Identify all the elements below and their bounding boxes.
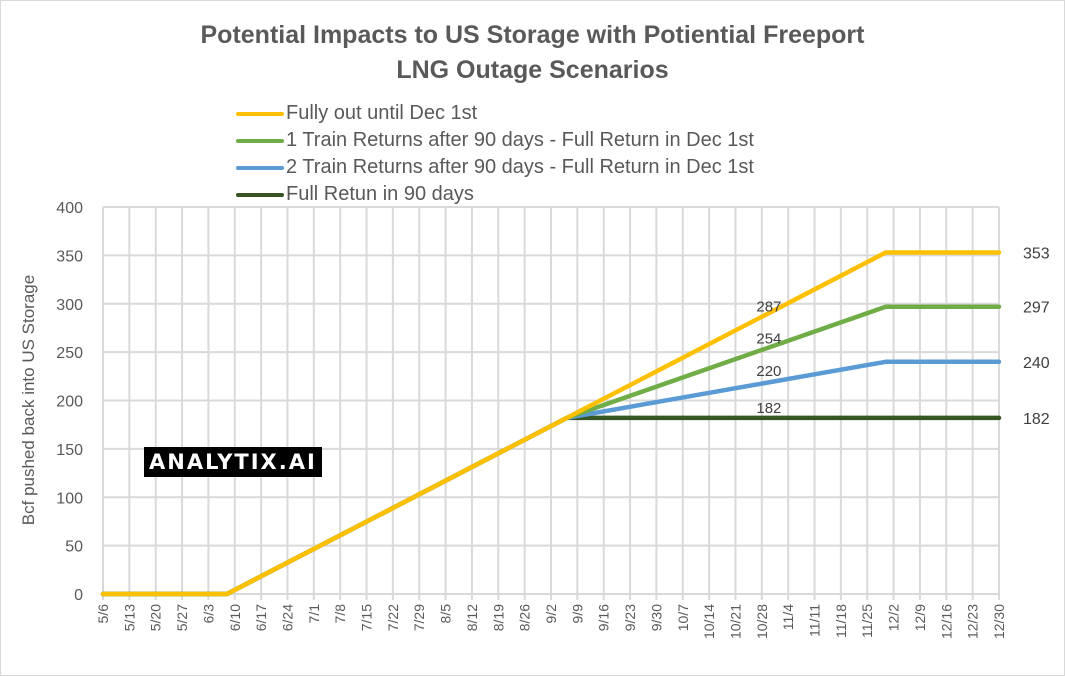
x-tick-label: 9/9 [569,604,585,624]
x-tick-label: 8/19 [490,604,506,631]
x-tick-label: 10/28 [754,604,770,639]
x-tick-label: 12/30 [991,604,1007,639]
legend-swatch [236,165,284,170]
end-value-label: 240 [1023,355,1050,372]
legend-item-2-train: 2 Train Returns after 90 days - Full Ret… [236,154,754,181]
x-tick-label: 5/6 [95,604,111,624]
x-tick-label: 9/16 [596,604,612,631]
x-tick-label: 7/29 [411,604,427,631]
legend-label: Fully out until Dec 1st [286,102,478,124]
legend-label: 2 Train Returns after 90 days - Full Ret… [286,156,754,178]
y-tick-label: 400 [56,200,83,217]
x-tick-label: 11/25 [859,604,875,638]
x-tick-label: 8/26 [517,604,533,631]
data-label: 182 [756,400,781,417]
watermark-logo: ANALYTIX.AI [144,447,322,477]
data-label: 220 [756,363,781,380]
x-tick-label: 12/23 [965,604,981,639]
y-tick-label: 150 [56,442,83,459]
x-tick-label: 11/4 [780,604,796,630]
x-tick-label: 9/30 [648,604,664,631]
data-label: 287 [756,298,781,315]
chart-title: Potential Impacts to US Storage with Pot… [0,18,1065,88]
x-tick-label: 11/11 [807,604,823,637]
x-tick-label: 5/27 [174,604,190,631]
series-line [100,250,1002,597]
x-tick-label: 5/20 [148,604,164,631]
x-tick-label: 10/14 [701,604,717,639]
x-tick-label: 12/9 [912,604,928,631]
legend: Fully out until Dec 1st 1 Train Returns … [236,100,754,208]
x-tick-label: 8/12 [464,604,480,631]
x-tick-label: 7/8 [332,604,348,624]
end-value-label: 353 [1023,245,1050,262]
x-tick-label: 6/10 [227,604,243,631]
x-tick-label: 12/2 [886,604,902,631]
y-tick-label: 200 [56,394,83,411]
legend-item-1-train: 1 Train Returns after 90 days - Full Ret… [236,127,754,154]
x-tick-label: 7/1 [306,604,322,624]
y-tick-label: 0 [74,587,83,604]
x-tick-label: 8/5 [438,604,454,624]
x-tick-label: 10/7 [675,604,691,631]
legend-swatch [236,138,284,143]
x-tick-label: 11/18 [833,604,849,638]
legend-swatch [236,192,284,197]
x-tick-label: 6/24 [279,604,295,631]
y-tick-label: 250 [56,345,83,362]
x-tick-label: 7/22 [385,604,401,631]
x-tick-label: 12/16 [938,604,954,639]
legend-item-full-return: Full Retun in 90 days [236,181,754,208]
x-tick-label: 9/23 [622,604,638,631]
y-tick-label: 350 [56,248,83,265]
y-tick-label: 300 [56,297,83,314]
legend-label: Full Retun in 90 days [286,183,474,205]
x-tick-label: 6/3 [200,604,216,624]
chart-title-line-2: LNG Outage Scenarios [396,56,669,84]
x-tick-label: 7/15 [359,604,375,631]
x-tick-label: 10/21 [727,604,743,639]
x-tick-label: 5/13 [121,604,137,631]
end-value-label: 182 [1023,411,1050,428]
x-tick-label: 6/17 [253,604,269,631]
y-tick-label: 100 [56,490,83,507]
legend-label: 1 Train Returns after 90 days - Full Ret… [286,129,754,151]
x-tick-label: 9/2 [543,604,559,624]
data-label: 254 [756,330,781,347]
chart-title-line-1: Potential Impacts to US Storage with Pot… [200,21,865,49]
legend-item-fully-out: Fully out until Dec 1st [236,100,754,127]
end-value-label: 297 [1023,300,1050,317]
y-tick-label: 50 [65,539,83,556]
legend-swatch [236,111,284,116]
